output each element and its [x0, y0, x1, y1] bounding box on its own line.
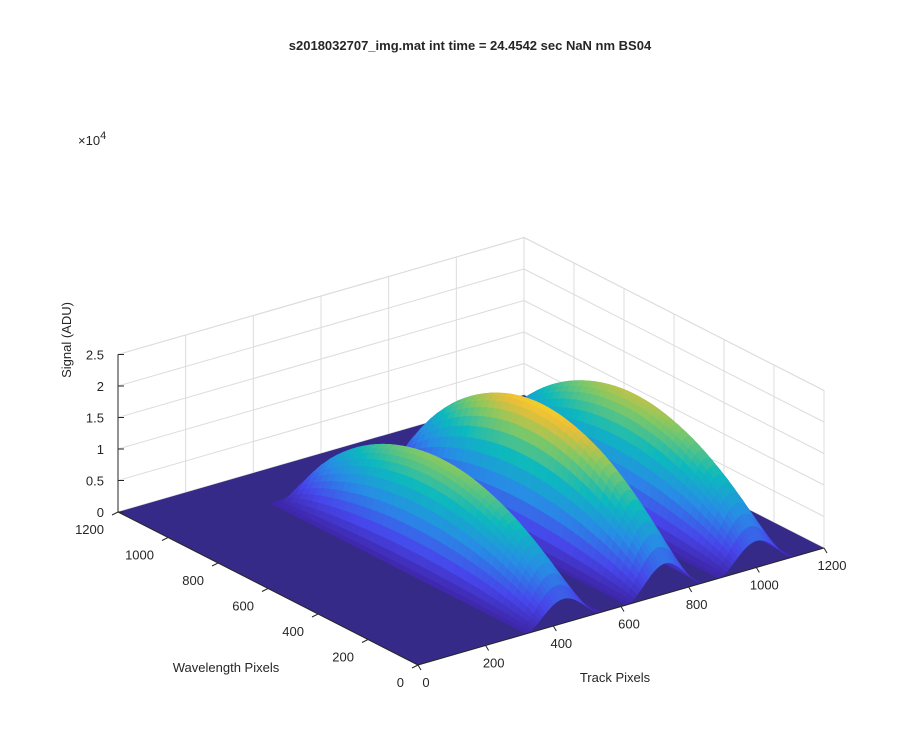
z-tick-label: 1 — [97, 442, 104, 457]
y-tick-mark — [261, 588, 269, 592]
grid-line-z-back — [117, 268, 525, 387]
x-tick-label: 200 — [483, 656, 505, 671]
z-tick-label: 1.5 — [86, 411, 104, 426]
grid-line-z-back — [117, 237, 525, 355]
x-tick-label: 1200 — [818, 558, 847, 573]
y-tick-mark — [111, 511, 119, 516]
y-tick-mark — [411, 664, 419, 669]
z-tick-label: 2.5 — [86, 348, 104, 363]
grid-line-z-side — [523, 331, 825, 486]
y-tick-label: 800 — [182, 573, 204, 588]
grid-line-z-side — [523, 268, 825, 423]
x-tick-mark — [620, 606, 625, 612]
x-tick-mark — [552, 625, 557, 632]
grid-line-z-side — [523, 237, 825, 391]
y-tick-mark — [361, 639, 369, 643]
grid-line-z-back — [117, 363, 525, 481]
grid-line-z-back — [117, 331, 525, 450]
y-tick-mark — [161, 537, 169, 541]
x-tick-mark — [485, 645, 490, 651]
y-tick-label: 400 — [282, 624, 304, 639]
grid-line-z-back — [117, 300, 525, 418]
x-tick-mark — [755, 567, 760, 573]
x-tick-mark — [417, 664, 422, 671]
y-tick-label: 1200 — [75, 522, 104, 537]
z-axis-exponent: ×104 — [78, 130, 106, 148]
surface-plot — [118, 380, 824, 665]
chart-title: s2018032707_img.mat int time = 24.4542 s… — [289, 38, 652, 53]
z-axis-label: Signal (ADU) — [59, 302, 74, 378]
x-tick-label: 400 — [550, 636, 572, 651]
y-tick-label: 0 — [397, 675, 404, 690]
y-tick-label: 1000 — [125, 548, 154, 563]
x-tick-label: 600 — [618, 617, 640, 632]
z-tick-label: 2 — [97, 379, 104, 394]
y-tick-label: 200 — [332, 650, 354, 665]
x-tick-label: 1000 — [750, 578, 779, 593]
x-tick-mark — [688, 586, 693, 593]
x-tick-mark — [823, 547, 828, 554]
x-tick-label: 800 — [686, 597, 708, 612]
tick-labels: 0200400600800100012000200400600800100012… — [75, 348, 846, 691]
y-tick-label: 600 — [232, 599, 254, 614]
z-tick-label: 0.5 — [86, 474, 104, 489]
x-axis-label: Track Pixels — [580, 670, 651, 685]
axes-lines — [111, 354, 828, 671]
y-tick-mark — [211, 562, 219, 567]
x-tick-label: 0 — [422, 675, 429, 690]
z-tick-label: 0 — [97, 505, 104, 520]
y-axis-label: Wavelength Pixels — [173, 660, 280, 675]
y-tick-mark — [311, 613, 319, 618]
grid-line-z-side — [523, 300, 825, 454]
